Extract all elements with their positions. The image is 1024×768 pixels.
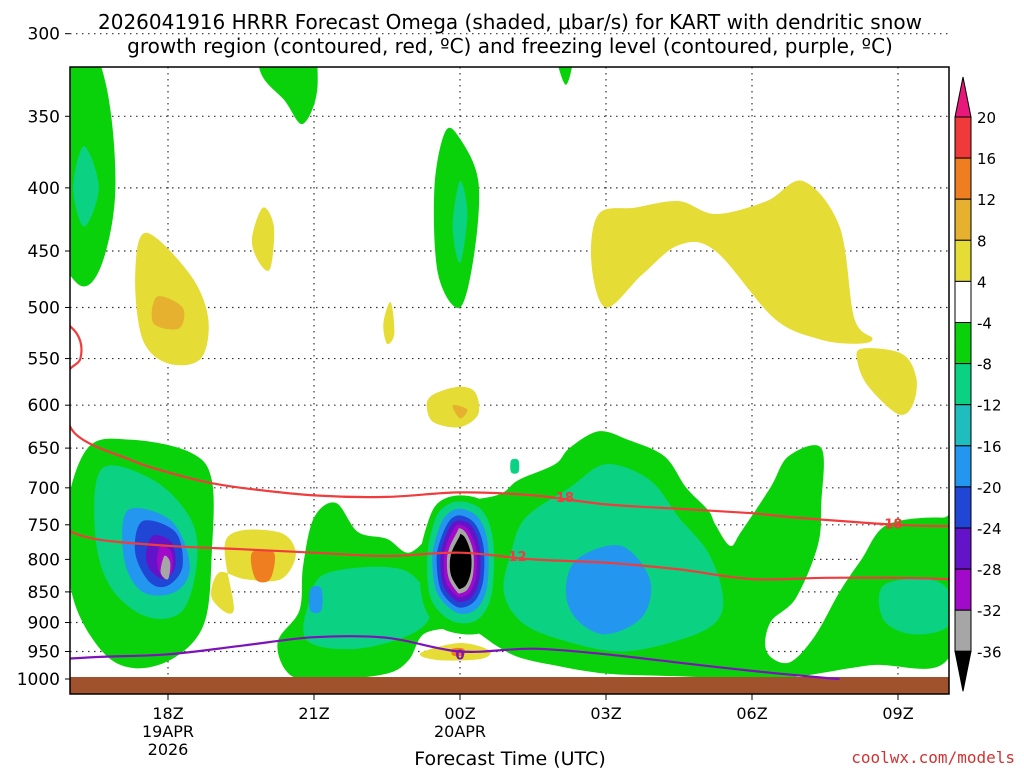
y-tick-label-450: 450 — [28, 242, 60, 262]
omega-region-14 — [590, 180, 873, 344]
colorbar-band-8 — [954, 445, 972, 488]
colorbar-band-9 — [954, 486, 972, 529]
omega-region-32 — [878, 578, 949, 635]
y-tick-label-900: 900 — [28, 614, 60, 634]
colorbar-label-3: 8 — [977, 232, 987, 250]
x-tick-date-00Z: 20APR — [434, 722, 486, 741]
omega-region-8 — [135, 232, 209, 366]
omega-region-41 — [510, 458, 520, 474]
terrain-fill — [70, 677, 949, 694]
x-tick-label-09Z: 09Z — [882, 704, 913, 723]
colorbar-top-arrow — [954, 76, 972, 118]
omega-region-5 — [558, 67, 572, 85]
omega-region-30 — [565, 545, 652, 635]
colorbar-label-6: -8 — [977, 356, 992, 374]
omega-region-2 — [259, 67, 318, 125]
x-axis-label: Forecast Time (UTC) — [414, 748, 605, 768]
plot-frame — [69, 66, 950, 695]
colorbar-label-10: -24 — [977, 520, 1002, 538]
colorbar-band-7 — [954, 404, 972, 447]
y-tick-label-500: 500 — [28, 298, 60, 318]
x-tick-date-18Z: 19APR — [142, 722, 194, 741]
x-tick-year-18Z: 2026 — [148, 740, 189, 759]
colorbar-band-4 — [954, 280, 972, 323]
omega-shading — [70, 67, 949, 681]
dgz-contour-label-1: -12 — [503, 550, 527, 565]
y-tick-label-600: 600 — [28, 396, 60, 416]
colorbar-label-13: -36 — [977, 643, 1002, 661]
y-tick-label-550: 550 — [28, 350, 60, 370]
colorbar-label-9: -20 — [977, 479, 1002, 497]
y-tick-label-350: 350 — [28, 107, 60, 127]
freezing-level-contour — [70, 635, 840, 681]
colorbar-bottom-arrow — [954, 650, 972, 692]
omega-region-17 — [250, 549, 276, 583]
omega-region-10 — [251, 207, 275, 271]
y-tick-label-800: 800 — [28, 550, 60, 570]
omega-region-1 — [73, 146, 99, 227]
y-tick-label-1000: 1000 — [17, 670, 60, 690]
colorbar-band-12 — [954, 609, 972, 652]
colorbar-band-10 — [954, 527, 972, 570]
chart-title-line-1: 2026041916 HRRR Forecast Omega (shaded, … — [98, 10, 922, 34]
colorbar-label-1: 16 — [977, 150, 996, 168]
omega-region-31 — [308, 586, 323, 614]
x-tick-label-18Z: 18Z — [152, 704, 183, 723]
omega-region-15 — [856, 348, 917, 415]
y-tick-label-300: 300 — [28, 25, 60, 45]
colorbar-label-11: -28 — [977, 561, 1002, 579]
colorbar-label-5: -4 — [977, 315, 992, 333]
omega-region-40 — [449, 533, 472, 590]
colorbar-band-2 — [954, 198, 972, 241]
dgz-contour-label-2: -18 — [879, 517, 903, 532]
omega-region-26 — [160, 555, 171, 580]
colorbar-label-12: -32 — [977, 602, 1002, 620]
dgz-contour-label-0: -18 — [550, 491, 574, 506]
colorbar-band-3 — [954, 239, 972, 282]
x-tick-label-21Z: 21Z — [298, 704, 329, 723]
colorbar: 20 16 12 8 4 -4 -8 -12 -16 -20 -24 -28 -32 -36 — [954, 76, 1002, 692]
y-tick-label-650: 650 — [28, 439, 60, 459]
pressure-axis: 2503003504004505005506006507007508008509… — [17, 25, 70, 690]
colorbar-label-2: 12 — [977, 191, 996, 209]
x-tick-label-00Z: 00Z — [444, 704, 475, 723]
colorbar-label-8: -16 — [977, 438, 1002, 456]
y-tick-label-950: 950 — [28, 643, 60, 663]
colorbar-band-1 — [954, 157, 972, 200]
omega-region-28 — [303, 566, 432, 650]
dgz-upper-contour — [70, 324, 949, 528]
omega-region-9 — [151, 296, 185, 330]
y-tick-label-700: 700 — [28, 479, 60, 499]
omega-region-13 — [452, 404, 468, 419]
site-credit: coolwx.com/models — [851, 748, 1015, 767]
y-tick-label-750: 750 — [28, 516, 60, 536]
omega-region-4 — [452, 180, 468, 263]
freezing-level-label: 0 — [455, 648, 464, 663]
x-tick-label-06Z: 06Z — [736, 704, 767, 723]
x-tick-label-03Z: 03Z — [590, 704, 621, 723]
colorbar-band-5 — [954, 322, 972, 365]
colorbar-band-0 — [954, 116, 972, 159]
colorbar-label-0: 20 — [977, 109, 996, 127]
chart-title-line-2: growth region (contoured, red, ºC) and f… — [127, 34, 893, 58]
colorbar-band-11 — [954, 568, 972, 611]
colorbar-label-4: 4 — [977, 273, 987, 291]
y-tick-label-850: 850 — [28, 583, 60, 603]
terrain — [70, 677, 949, 694]
dgz-lower-contour — [70, 529, 949, 581]
colorbar-label-7: -12 — [977, 397, 1002, 415]
omega-region-11 — [383, 301, 395, 345]
temperature-contours: -18 -12 -18 0 — [70, 324, 949, 681]
y-tick-label-400: 400 — [28, 179, 60, 199]
colorbar-band-6 — [954, 363, 972, 406]
